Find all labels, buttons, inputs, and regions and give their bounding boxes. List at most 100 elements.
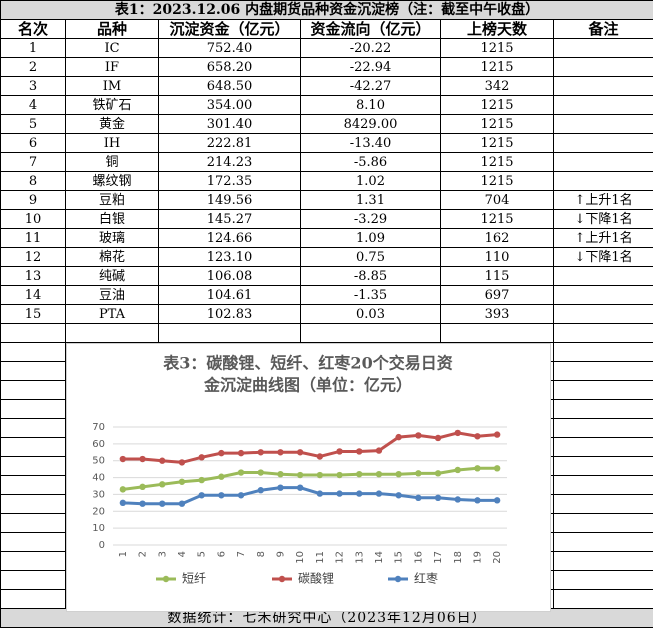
empty-cell	[552, 342, 653, 362]
point	[356, 490, 363, 497]
empty-cell	[0, 437, 66, 457]
cell: 752.40	[158, 38, 301, 58]
row: 2 IF 658.20 -22.94 1215	[0, 57, 653, 77]
point	[336, 448, 343, 455]
point	[218, 473, 225, 480]
point	[139, 500, 146, 507]
point	[119, 455, 127, 463]
point	[336, 490, 343, 497]
cell: 6	[0, 133, 66, 153]
point	[277, 484, 284, 491]
point	[375, 447, 383, 454]
empty-cell	[0, 494, 66, 514]
point	[474, 433, 481, 440]
point	[237, 469, 245, 476]
y-tick-label: 40	[92, 473, 105, 484]
cell: 1215	[440, 152, 554, 172]
cell: 1215	[440, 95, 554, 115]
point	[454, 496, 461, 503]
point	[198, 476, 205, 484]
x-tick-label: 7	[236, 551, 247, 557]
cell: 110	[440, 247, 554, 267]
cell	[552, 304, 653, 324]
empty-cell	[0, 532, 66, 552]
empty-cell	[0, 589, 66, 609]
cell	[552, 114, 653, 134]
point	[257, 487, 264, 494]
cell: 3	[0, 76, 66, 96]
cell: 8429.00	[300, 114, 441, 134]
legend-label: 红枣	[414, 571, 438, 586]
empty-cell	[0, 418, 66, 438]
cell: 白银	[65, 209, 159, 229]
empty-cell	[552, 361, 653, 381]
column-header: 名次	[0, 19, 66, 39]
point	[336, 471, 343, 479]
series-line	[122, 486, 498, 506]
cell	[552, 38, 653, 58]
cell: 162	[440, 228, 554, 248]
x-tick-label: 19	[472, 551, 483, 564]
empty-cell	[0, 513, 66, 533]
x-tick-label: 15	[394, 551, 405, 564]
empty-cell	[552, 532, 653, 552]
series-line	[122, 431, 498, 464]
cell: 1	[0, 38, 66, 58]
point	[375, 490, 383, 497]
row: 5 黄金 301.40 8429.00 1215	[0, 114, 653, 134]
cell: -5.86	[300, 152, 441, 172]
cell: 393	[440, 304, 554, 324]
empty-cell	[0, 399, 66, 419]
cell: 14	[0, 285, 66, 305]
row: 14 豆油 104.61 -1.35 697	[0, 285, 653, 305]
point	[493, 465, 501, 472]
cell: 铁矿石	[65, 95, 159, 115]
legend-label: 短纤	[182, 572, 206, 586]
cell	[552, 133, 653, 153]
point	[119, 499, 127, 507]
cell: 172.35	[158, 171, 301, 191]
row: 7 铜 214.23 -5.86 1215	[0, 152, 653, 172]
point	[178, 478, 186, 485]
point	[316, 471, 324, 479]
empty-cell	[0, 323, 66, 343]
cell: 104.61	[158, 285, 301, 305]
cell: 149.56	[158, 190, 301, 210]
y-tick-label: 60	[92, 439, 105, 450]
cell	[552, 152, 653, 172]
row: 13 纯碱 106.08 -8.85 115	[0, 266, 653, 286]
row: 12 棉花 123.10 0.75 110 ↓下降1名	[0, 247, 653, 267]
sheet-title: 表1：2023.12.06 内盘期货品种资金沉淀榜（注：截至中午收盘）	[0, 0, 653, 20]
cell: 145.27	[158, 209, 301, 229]
cell: 玻璃	[65, 228, 159, 248]
point	[434, 434, 442, 442]
point	[493, 497, 501, 504]
empty-cell	[552, 456, 653, 476]
empty-cell	[552, 380, 653, 400]
point	[356, 471, 363, 478]
point	[296, 484, 304, 491]
point	[415, 470, 422, 477]
cell: -42.27	[300, 76, 441, 96]
cell: 8	[0, 171, 66, 191]
point	[316, 453, 324, 460]
empty-cell	[552, 513, 653, 533]
point	[415, 432, 422, 439]
empty-cell	[552, 475, 653, 495]
point	[178, 500, 186, 507]
point	[296, 471, 304, 479]
cell: 342	[440, 76, 554, 96]
point	[159, 481, 166, 488]
x-tick-label: 5	[197, 551, 208, 557]
cell: 1215	[440, 57, 554, 77]
cell: 纯碱	[65, 266, 159, 286]
empty-cell	[0, 551, 66, 571]
cell: 铜	[65, 152, 159, 172]
cell: 1215	[440, 133, 554, 153]
cell: 124.66	[158, 228, 301, 248]
empty-cell	[552, 570, 653, 590]
x-tick-label: 20	[492, 551, 503, 564]
cell: -13.40	[300, 133, 441, 153]
y-tick-label: 10	[92, 523, 105, 534]
y-tick-label: 20	[92, 506, 105, 517]
